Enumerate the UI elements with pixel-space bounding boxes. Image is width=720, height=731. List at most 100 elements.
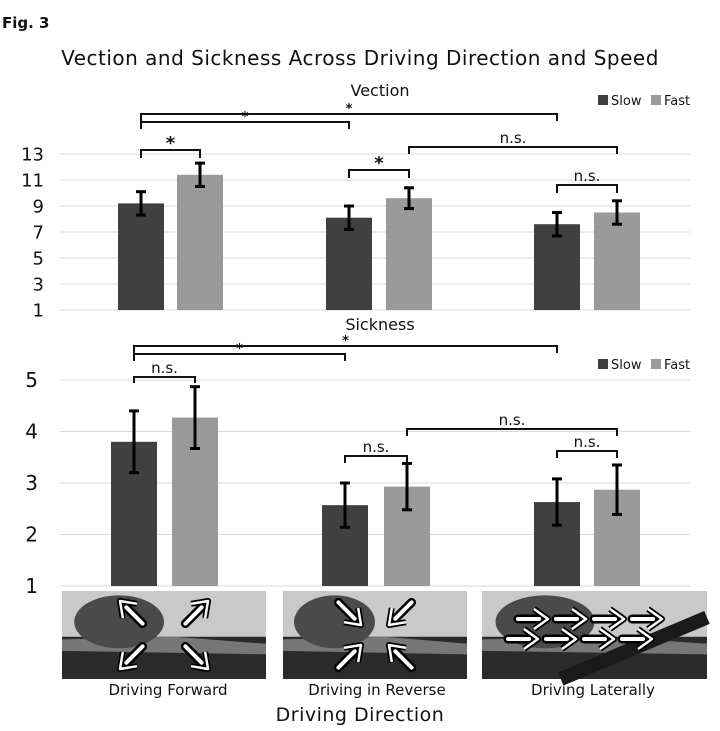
significance-bracket: * xyxy=(140,110,350,129)
trees xyxy=(294,595,375,649)
arrow-head-inner xyxy=(571,607,588,631)
significance-label: n.s. xyxy=(151,359,178,377)
bracket-line xyxy=(133,376,196,383)
significance-bracket: n.s. xyxy=(556,167,618,193)
arrow-head-inner xyxy=(190,651,210,671)
arrow-shaft-inner xyxy=(393,600,414,621)
arrow-head-inner xyxy=(609,607,626,631)
significance-bracket: n.s. xyxy=(556,433,618,458)
bracket-line xyxy=(140,113,558,121)
y-tick-label: 2 xyxy=(25,523,38,547)
legend-label-fast: Fast xyxy=(664,94,690,109)
subchart-title: Sickness xyxy=(345,315,414,334)
bracket-line xyxy=(133,353,346,361)
arrow-head-inner xyxy=(561,627,578,651)
y-tick-label: 11 xyxy=(21,170,44,191)
significance-label: * xyxy=(342,334,349,349)
significance-bracket: * xyxy=(140,133,201,158)
arrow-head-inner xyxy=(533,607,550,631)
y-tick-label: 3 xyxy=(25,471,38,495)
x-axis-title: Driving Direction xyxy=(275,704,445,726)
arrow-shaft-inner xyxy=(124,644,145,665)
y-tick-label: 7 xyxy=(33,222,44,243)
bracket-line xyxy=(140,121,350,129)
arrow xyxy=(589,606,627,632)
error-bar xyxy=(190,385,200,450)
outward-diagonal-arrows-icon xyxy=(116,597,212,673)
significance-bracket: * xyxy=(348,153,410,178)
significance-label: * xyxy=(346,102,353,117)
chart-sickness: 1 2 3 4 5 Sickness Slow Fast n.s. n.s. n.s. n.s. * * xyxy=(25,315,690,598)
bracket-line xyxy=(140,149,201,158)
significance-label: n.s. xyxy=(574,167,601,185)
error-bar xyxy=(136,190,146,217)
bar-fast-2 xyxy=(594,212,640,310)
arrow-head-inner xyxy=(523,627,540,651)
y-tick-label: 13 xyxy=(21,144,44,165)
right-arrows-icon xyxy=(503,606,665,652)
arrow-head-inner xyxy=(190,599,210,619)
arrow-head-inner xyxy=(118,599,138,619)
arrow xyxy=(333,641,365,673)
significance-bracket: n.s. xyxy=(408,129,618,154)
bar-slow-1 xyxy=(326,217,372,310)
legend-label-slow: Slow xyxy=(611,358,642,373)
arrow xyxy=(180,641,212,673)
bar-slow-2 xyxy=(534,224,580,310)
error-bar xyxy=(552,477,562,527)
y-tick-label: 1 xyxy=(25,574,38,598)
error-bar xyxy=(612,199,622,226)
significance-label: n.s. xyxy=(363,438,390,456)
inward-diagonal-arrows-icon xyxy=(333,597,417,673)
bracket-line xyxy=(344,455,408,463)
bracket-line xyxy=(408,146,618,154)
significance-label: * xyxy=(374,153,384,174)
significance-bracket: * xyxy=(133,334,558,353)
significance-label: n.s. xyxy=(500,129,527,147)
significance-bracket: * xyxy=(133,342,346,361)
arrow xyxy=(385,641,417,673)
arrow xyxy=(513,606,551,632)
arrow-head-inner xyxy=(637,627,654,651)
arrow xyxy=(627,606,665,632)
bracket-line xyxy=(348,169,410,178)
significance-bracket: n.s. xyxy=(344,438,408,463)
arrow xyxy=(551,606,589,632)
error-bar xyxy=(402,461,412,512)
significance-label: * xyxy=(242,110,249,125)
arrow xyxy=(617,626,655,652)
significance-label: * xyxy=(236,342,243,357)
trees xyxy=(74,595,164,649)
road-image-1 xyxy=(62,591,266,679)
arrow-shaft-inner xyxy=(183,605,204,626)
arrow-head-inner xyxy=(647,607,664,631)
subchart-title: Vection xyxy=(351,81,410,100)
figure-label: Fig. 3 xyxy=(2,14,50,32)
error-bar xyxy=(129,409,139,475)
bracket-line xyxy=(556,184,618,193)
road-image-3 xyxy=(482,591,710,686)
significance-label: n.s. xyxy=(574,433,601,451)
significance-bracket: * xyxy=(140,102,558,121)
arrow-shaft-inner xyxy=(336,600,357,621)
caption-forward: Driving Forward xyxy=(108,681,228,699)
arrow-head-inner xyxy=(343,607,363,627)
bracket-line xyxy=(556,450,618,458)
legend-swatch-fast xyxy=(651,359,661,369)
error-bar xyxy=(404,186,414,211)
bar-slow-0 xyxy=(118,203,164,310)
bar-fast-1 xyxy=(386,198,432,310)
arrow xyxy=(503,626,541,652)
y-tick-label: 9 xyxy=(33,196,44,217)
legend-label-fast: Fast xyxy=(664,358,690,373)
error-bar xyxy=(340,481,350,529)
arrow-head-inner xyxy=(387,607,407,627)
chart-title: Vection and Sickness Across Driving Dire… xyxy=(61,46,659,70)
significance-bracket: n.s. xyxy=(133,359,196,383)
error-bar xyxy=(195,161,205,188)
error-bar xyxy=(344,204,354,231)
significance-bracket: n.s. xyxy=(406,411,618,436)
bracket-line xyxy=(133,345,558,353)
